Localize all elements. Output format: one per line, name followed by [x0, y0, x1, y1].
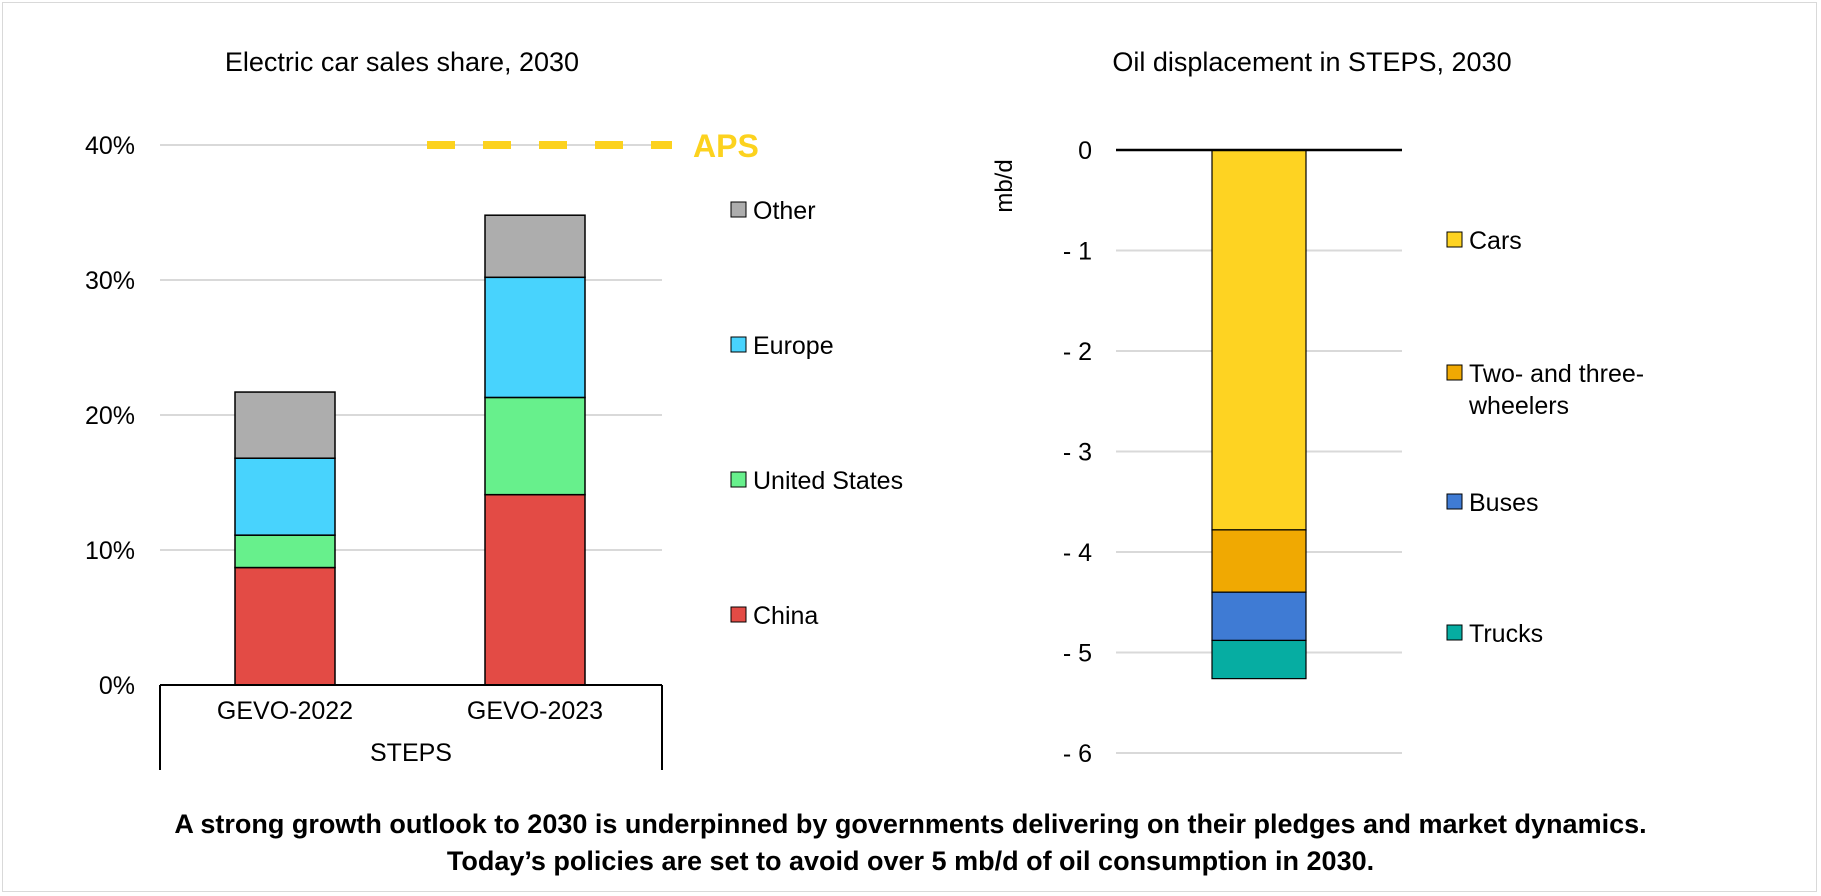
- chart1-ytick-label: 10%: [85, 537, 135, 565]
- caption-line-1: A strong growth outlook to 2030 is under…: [174, 809, 1647, 839]
- chart1-legend-label: China: [753, 602, 818, 630]
- chart1-bar-united-states-gevo-2023: [484, 396, 586, 496]
- chart1-group-label: STEPS: [370, 739, 452, 767]
- chart2-ytick-label: - 4: [1063, 539, 1092, 567]
- chart2-ytick-label: - 1: [1063, 238, 1092, 266]
- chart1-legend-label: United States: [753, 467, 903, 495]
- chart1-category-label: GEVO-2022: [217, 697, 353, 725]
- chart1-legend-swatch: [730, 606, 747, 623]
- chart1-bar-other-gevo-2022: [234, 391, 336, 459]
- charts-canvas: Electric car sales share, 2030 0% 10% 20% 30…: [85, 47, 1644, 770]
- chart1-ytick-label: 40%: [85, 132, 135, 160]
- chart2-legend-label: Cars: [1469, 227, 1522, 255]
- chart1-bar-china-gevo-2022: [234, 566, 336, 686]
- caption-line-2: Today’s policies are set to avoid over 5…: [446, 846, 1375, 876]
- chart2-legend-label: Two- and three-: [1469, 360, 1644, 388]
- chart2-legend-swatch: [1446, 493, 1463, 510]
- chart2-y-axis-label: mb/d: [991, 159, 1018, 212]
- chart2-ytick-label: - 3: [1063, 439, 1092, 467]
- chart1-category-label: GEVO-2023: [467, 697, 603, 725]
- chart2-bar-trucks: [1211, 639, 1307, 680]
- chart1-bar-china-gevo-2023: [484, 493, 586, 686]
- chart2-title: Oil displacement in STEPS, 2030: [1112, 47, 1511, 77]
- chart2-legend-label: wheelers: [1468, 392, 1569, 420]
- chart1-legend-label: Other: [753, 197, 816, 225]
- chart1-legend-label: Europe: [753, 332, 834, 360]
- chart1-bar-europe-gevo-2022: [234, 457, 336, 536]
- chart1-ytick-label: 20%: [85, 402, 135, 430]
- chart1-legend-swatch: [730, 336, 747, 353]
- chart2-bar-cars: [1211, 149, 1307, 531]
- chart2-ytick-label: - 5: [1063, 640, 1092, 668]
- chart2-legend-label: Trucks: [1469, 620, 1543, 648]
- chart2-legend-swatch: [1446, 364, 1463, 381]
- chart1-aps-label: APS: [693, 128, 759, 164]
- chart1-bar-other-gevo-2023: [484, 214, 586, 279]
- chart2-bar-two-and-three-wheelers: [1211, 529, 1307, 593]
- chart1-bar-united-states-gevo-2022: [234, 534, 336, 569]
- chart1-bar-europe-gevo-2023: [484, 276, 586, 399]
- chart1-ytick-label: 0%: [99, 672, 135, 700]
- chart2-ytick-label: - 6: [1063, 740, 1092, 768]
- chart2-bar-buses: [1211, 591, 1307, 642]
- chart1-title: Electric car sales share, 2030: [225, 47, 579, 77]
- chart2-legend-label: Buses: [1469, 489, 1538, 517]
- chart2-legend-swatch: [1446, 231, 1463, 248]
- chart1-legend-swatch: [730, 471, 747, 488]
- chart1-legend-swatch: [730, 201, 747, 218]
- chart1-ytick-label: 30%: [85, 267, 135, 295]
- chart2-ytick-label: - 2: [1063, 338, 1092, 366]
- chart2-ytick-label: 0: [1078, 137, 1092, 165]
- chart2-legend-swatch: [1446, 624, 1463, 641]
